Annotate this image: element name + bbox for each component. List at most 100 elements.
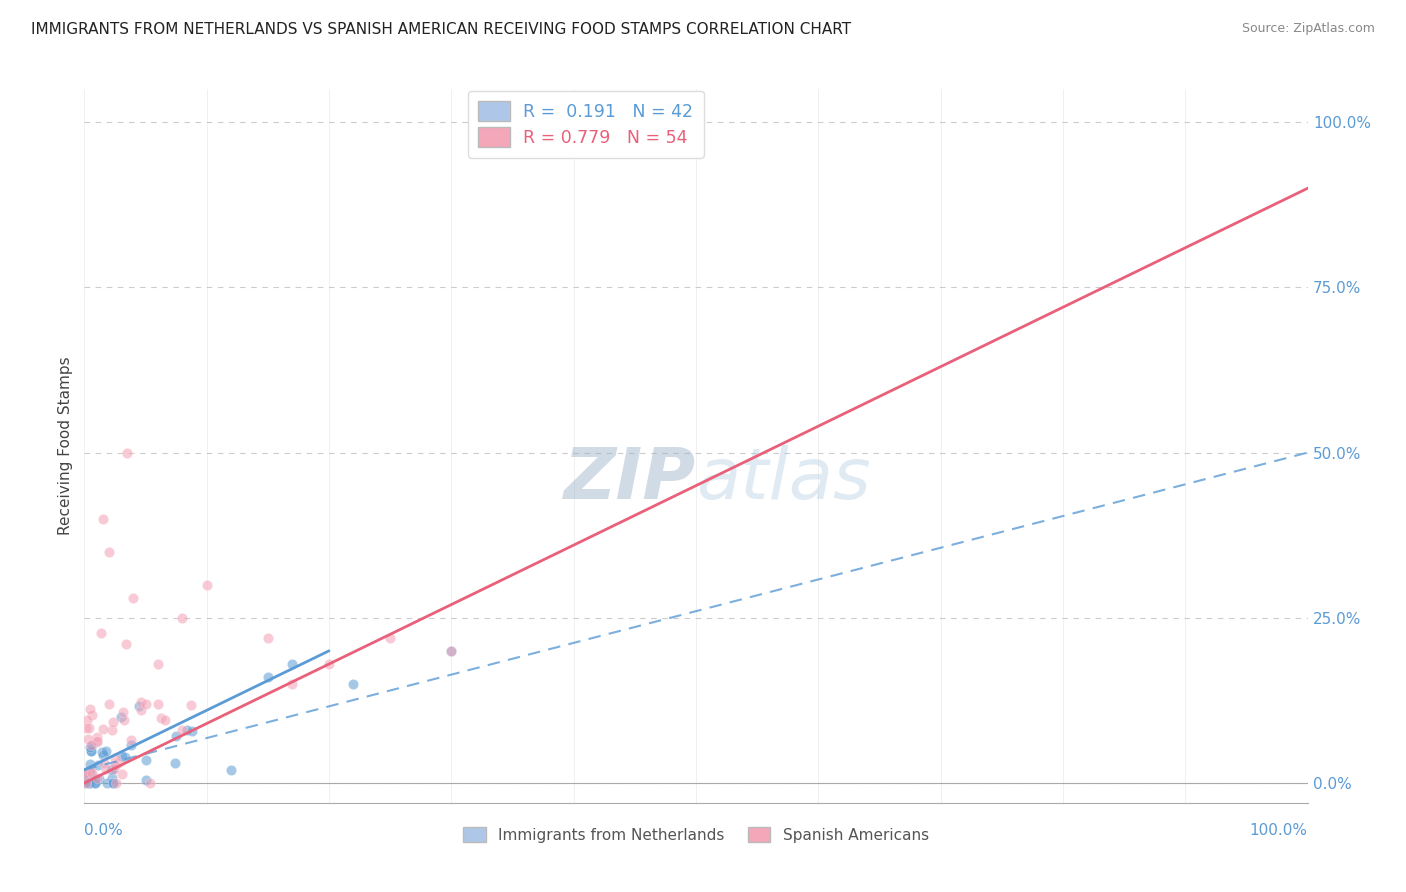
- Point: [101, 763, 124, 777]
- Point: [120, 733, 142, 747]
- Point: [90, 626, 112, 640]
- Point: [257, 670, 280, 684]
- Point: [87, 772, 110, 787]
- Point: [135, 753, 157, 767]
- Point: [138, 776, 160, 790]
- Point: [135, 772, 157, 787]
- Point: [79, 701, 101, 715]
- Legend: Immigrants from Netherlands, Spanish Americans: Immigrants from Netherlands, Spanish Ame…: [457, 821, 935, 848]
- Point: [219, 763, 242, 777]
- Point: [122, 591, 145, 605]
- Point: [110, 710, 132, 724]
- Point: [82, 708, 104, 723]
- Point: [80, 744, 103, 758]
- Point: [101, 763, 124, 777]
- Point: [176, 723, 198, 737]
- Point: [104, 776, 127, 790]
- Point: [342, 677, 364, 691]
- Point: [80, 738, 103, 752]
- Point: [97, 545, 120, 559]
- Point: [91, 511, 114, 525]
- Point: [135, 697, 157, 711]
- Point: [110, 767, 132, 781]
- Point: [172, 611, 194, 625]
- Point: [380, 631, 402, 645]
- Point: [75, 772, 97, 787]
- Point: [91, 722, 114, 736]
- Point: [146, 697, 169, 711]
- Point: [112, 713, 135, 727]
- Point: [80, 738, 103, 752]
- Point: [115, 445, 138, 459]
- Point: [440, 644, 463, 658]
- Text: Source: ZipAtlas.com: Source: ZipAtlas.com: [1241, 22, 1375, 36]
- Point: [79, 757, 101, 772]
- Point: [86, 734, 108, 748]
- Point: [79, 765, 101, 780]
- Point: [75, 768, 97, 782]
- Point: [120, 738, 142, 752]
- Point: [318, 657, 340, 671]
- Point: [91, 748, 114, 763]
- Point: [79, 776, 101, 790]
- Point: [180, 698, 202, 713]
- Point: [86, 734, 108, 748]
- Point: [84, 776, 107, 790]
- Point: [103, 762, 125, 776]
- Point: [107, 756, 129, 771]
- Text: ZIP: ZIP: [564, 444, 696, 514]
- Point: [281, 677, 304, 691]
- Point: [153, 713, 176, 727]
- Point: [79, 764, 101, 779]
- Point: [131, 695, 153, 709]
- Point: [75, 721, 97, 735]
- Point: [82, 765, 104, 780]
- Point: [150, 710, 173, 724]
- Point: [75, 776, 97, 790]
- Text: 100.0%: 100.0%: [1250, 822, 1308, 838]
- Point: [180, 723, 202, 738]
- Point: [87, 757, 110, 772]
- Point: [104, 750, 127, 764]
- Point: [79, 744, 101, 758]
- Point: [75, 766, 97, 780]
- Text: 0.0%: 0.0%: [84, 822, 124, 838]
- Point: [90, 745, 112, 759]
- Point: [93, 756, 115, 770]
- Point: [86, 771, 108, 785]
- Point: [75, 775, 97, 789]
- Point: [440, 644, 463, 658]
- Point: [77, 776, 100, 790]
- Point: [146, 657, 169, 671]
- Point: [75, 776, 97, 790]
- Point: [111, 748, 134, 763]
- Point: [101, 723, 124, 737]
- Point: [101, 771, 124, 785]
- Point: [128, 698, 150, 713]
- Point: [76, 732, 98, 747]
- Point: [77, 721, 100, 735]
- Point: [104, 757, 127, 772]
- Text: atlas: atlas: [696, 444, 870, 514]
- Point: [172, 723, 194, 738]
- Point: [165, 729, 187, 743]
- Point: [86, 730, 108, 744]
- Point: [103, 776, 125, 790]
- Point: [112, 705, 135, 719]
- Point: [76, 713, 98, 727]
- Text: IMMIGRANTS FROM NETHERLANDS VS SPANISH AMERICAN RECEIVING FOOD STAMPS CORRELATIO: IMMIGRANTS FROM NETHERLANDS VS SPANISH A…: [31, 22, 851, 37]
- Point: [114, 750, 136, 764]
- Point: [96, 744, 118, 758]
- Point: [195, 578, 218, 592]
- Point: [103, 714, 125, 729]
- Point: [79, 739, 101, 754]
- Point: [83, 772, 105, 786]
- Point: [101, 776, 124, 790]
- Point: [94, 763, 117, 777]
- Y-axis label: Receiving Food Stamps: Receiving Food Stamps: [58, 357, 73, 535]
- Point: [281, 657, 304, 671]
- Point: [97, 697, 120, 711]
- Point: [84, 776, 107, 790]
- Point: [129, 703, 152, 717]
- Point: [76, 764, 98, 779]
